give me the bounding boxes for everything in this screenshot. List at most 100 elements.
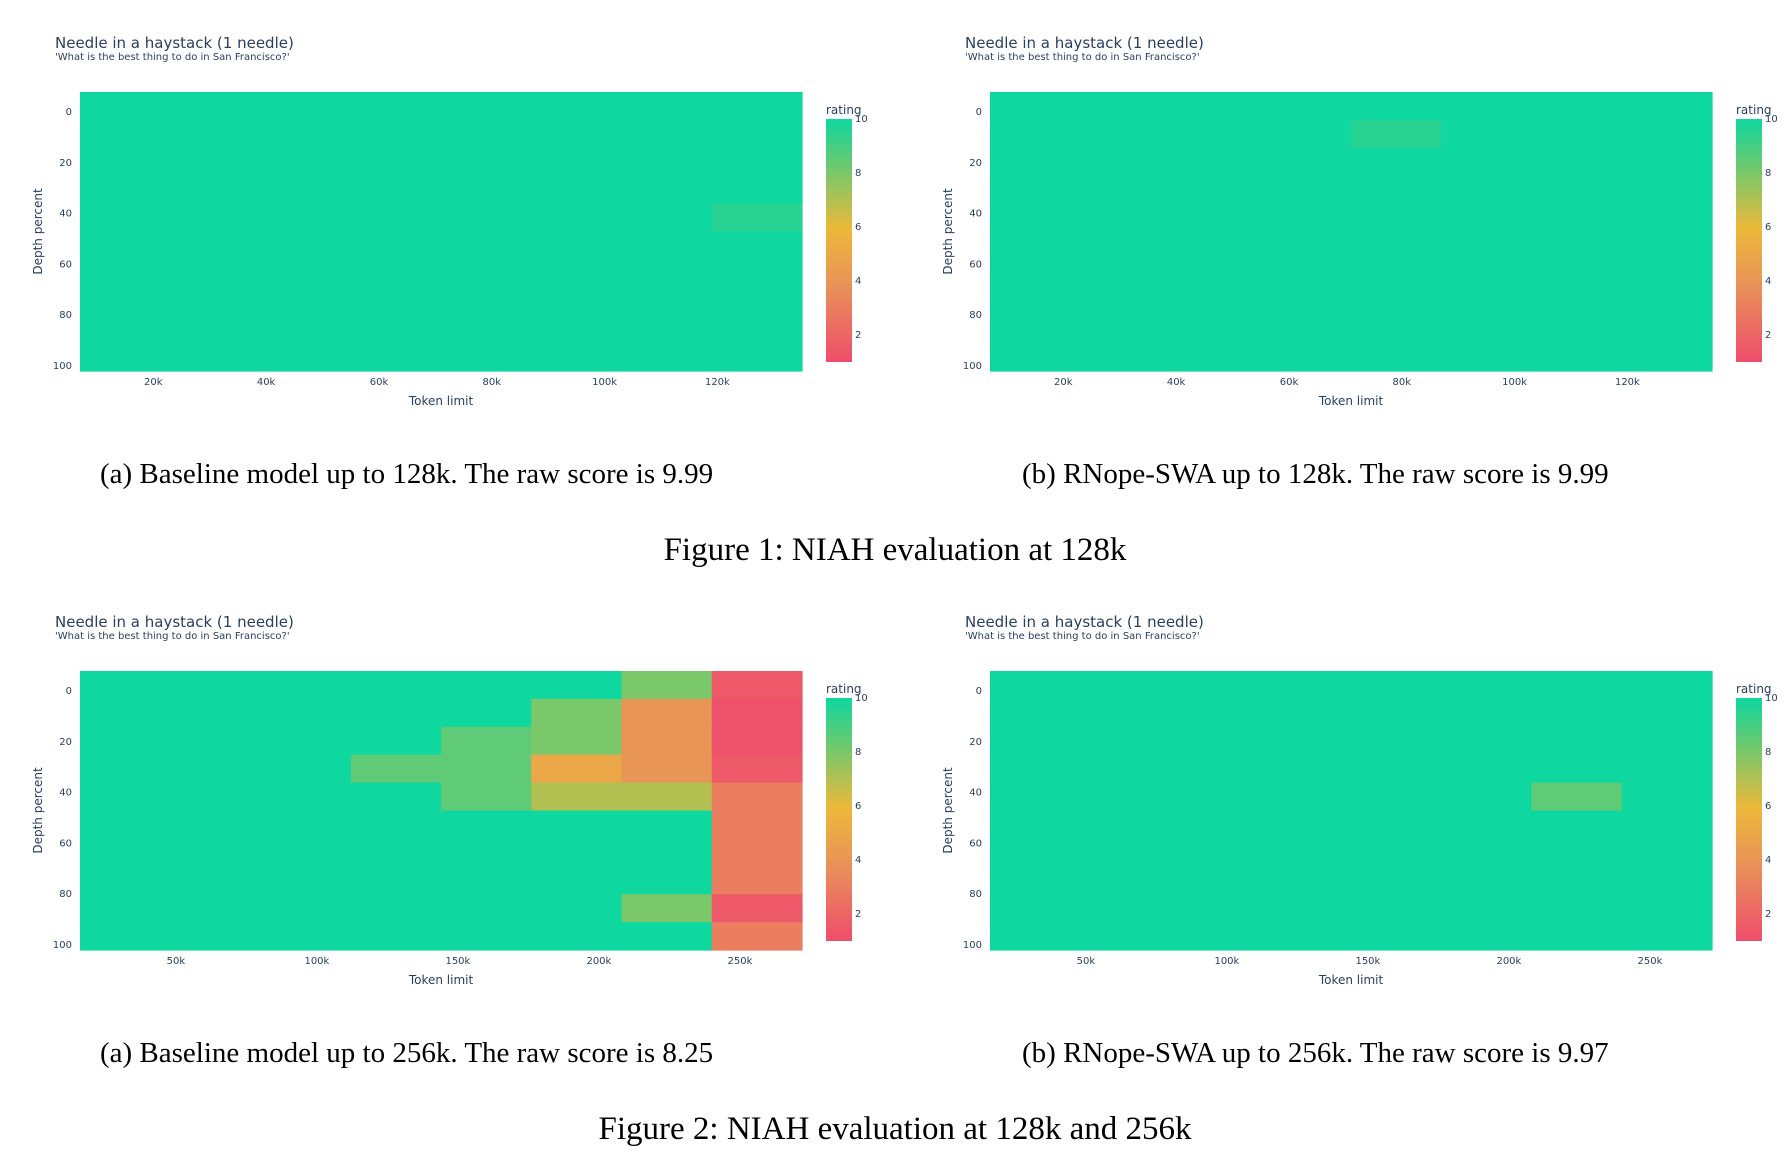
colorbar-tick-label: 8 — [1765, 168, 1771, 179]
colorbar-tick-label: 8 — [1765, 747, 1771, 758]
colorbar-tick-label: 6 — [855, 222, 861, 233]
heatmap-cell — [1080, 175, 1172, 205]
heatmap-cell — [350, 866, 442, 895]
heatmap-cell — [1351, 726, 1442, 756]
heatmap-cell — [990, 698, 1081, 728]
heatmap-cell — [1531, 838, 1623, 867]
heatmap-cell — [1080, 147, 1172, 177]
heatmap-cell — [1621, 671, 1713, 700]
heatmap-cell — [1170, 147, 1262, 177]
heatmap-cell — [531, 754, 623, 784]
heatmap-svg: 50k 100k 150k 200k 250k 0 20 40 60 80 100 Token lim… — [31, 671, 868, 987]
heatmap-cell — [80, 343, 171, 372]
heatmap-cell — [170, 175, 262, 205]
x-tick-label: 120k — [1615, 377, 1640, 388]
heatmap-panel-fig2-a: Needle in a haystack (1 needle) 'What is… — [0, 579, 895, 1019]
colorbar-tick-label: 10 — [1765, 693, 1778, 704]
heatmap-cell — [170, 810, 262, 839]
x-tick-label: 200k — [586, 956, 611, 967]
heatmap-cell — [1260, 147, 1352, 177]
x-tick-label: 50k — [1077, 956, 1096, 967]
heatmap-cell — [1441, 782, 1533, 812]
heatmap-cell — [260, 782, 352, 812]
heatmap-cell — [990, 203, 1081, 233]
colorbar-tick-label: 4 — [855, 276, 861, 287]
heatmap-cell — [1531, 343, 1623, 372]
heatmap-cell — [1170, 315, 1262, 344]
heatmap-cell — [990, 866, 1081, 895]
heatmap-cell — [1531, 231, 1623, 260]
heatmap-cell — [711, 203, 803, 233]
heatmap-cell — [170, 343, 262, 372]
heatmap-cell — [260, 92, 352, 121]
heatmap-cell — [1170, 259, 1262, 288]
heatmap-cell — [1531, 782, 1623, 812]
heatmap-cell — [350, 343, 442, 372]
colorbar-tick-label: 6 — [1765, 801, 1771, 812]
heatmap-cell — [621, 175, 713, 205]
heatmap-cell — [350, 315, 442, 344]
y-tick-label: 20 — [969, 158, 982, 169]
heatmap-cell — [1441, 922, 1533, 951]
heatmap-cell — [1170, 782, 1262, 812]
heatmap-cell — [1621, 894, 1713, 923]
heatmap-cell — [350, 231, 442, 260]
heatmap-cell — [80, 866, 171, 895]
heatmap-cell — [1531, 203, 1623, 233]
colorbar-tick-label: 4 — [1765, 855, 1771, 866]
heatmap-cell — [1170, 92, 1262, 121]
heatmap-cell — [1351, 315, 1442, 344]
heatmap-cell — [711, 838, 803, 867]
chart-title: Needle in a haystack (1 needle) — [55, 613, 294, 631]
heatmap-cell — [990, 922, 1081, 951]
heatmap-cell — [260, 671, 352, 700]
heatmap-cell — [170, 866, 262, 895]
heatmap-cell — [350, 838, 442, 867]
y-tick-label: 40 — [969, 209, 982, 220]
heatmap-cell — [1080, 119, 1172, 149]
heatmap-cell — [350, 92, 442, 121]
heatmap-cell — [1080, 92, 1172, 121]
heatmap-cell — [990, 287, 1081, 316]
colorbar-tick-label: 8 — [855, 168, 861, 179]
heatmap-cell — [1351, 231, 1442, 260]
heatmap-cell — [711, 866, 803, 895]
heatmap-cell — [1260, 92, 1352, 121]
heatmap-cell — [1441, 810, 1533, 839]
colorbar-tick-label: 2 — [855, 330, 861, 341]
heatmap-cell — [441, 810, 532, 839]
heatmap-cell — [80, 671, 171, 700]
heatmap-cell — [711, 119, 803, 149]
heatmap-cell — [1531, 698, 1623, 728]
heatmap-cell — [1260, 203, 1352, 233]
heatmap-cell — [1170, 838, 1262, 867]
heatmap-cell — [441, 203, 532, 233]
heatmap-cell — [1080, 810, 1172, 839]
heatmap-cell — [1531, 671, 1623, 700]
heatmap-cell — [531, 894, 623, 923]
heatmap-cell — [80, 698, 171, 728]
heatmap-panel-fig2-b: Needle in a haystack (1 needle) 'What is… — [910, 579, 1790, 1019]
heatmap-cell — [1170, 894, 1262, 923]
colorbar-tick-label: 8 — [855, 747, 861, 758]
heatmap-cell — [80, 922, 171, 951]
heatmap-cell — [170, 782, 262, 812]
heatmap-cell — [170, 147, 262, 177]
heatmap-cell — [1621, 259, 1713, 288]
heatmap-cell — [711, 698, 803, 728]
heatmap-cell — [990, 838, 1081, 867]
heatmap-cell — [990, 147, 1081, 177]
heatmap-cell — [1170, 866, 1262, 895]
heatmap-cell — [350, 726, 442, 756]
heatmap-cell — [1441, 894, 1533, 923]
heatmap-cell — [1080, 671, 1172, 700]
heatmap-cell — [260, 754, 352, 784]
heatmap-cell — [1531, 726, 1623, 756]
chart-title: Needle in a haystack (1 needle) — [965, 34, 1204, 52]
y-axis-label: Depth percent — [941, 188, 955, 275]
heatmap-cell — [441, 343, 532, 372]
heatmap-cell — [621, 147, 713, 177]
colorbar-tick-label: 4 — [855, 855, 861, 866]
y-tick-label: 100 — [963, 361, 982, 372]
heatmap-cell — [80, 315, 171, 344]
